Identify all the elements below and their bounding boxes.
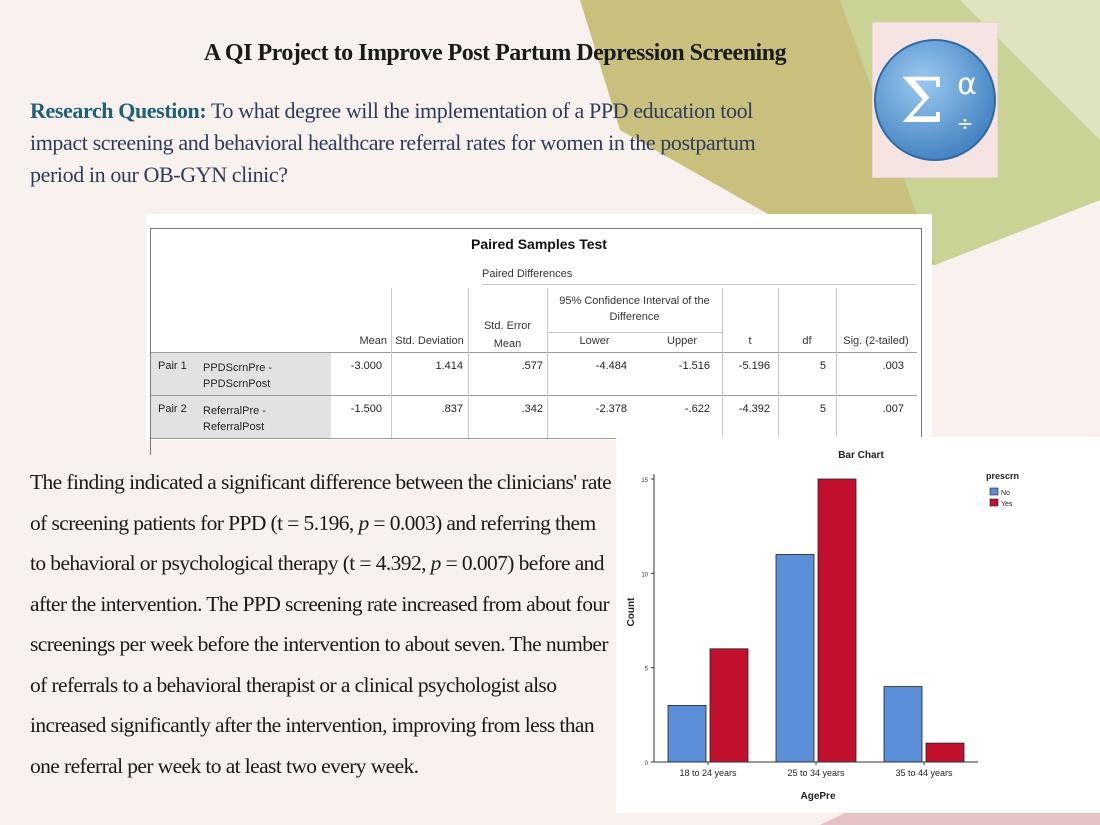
y-tick-label: 10 — [641, 572, 648, 578]
p-symbol: p — [358, 510, 369, 535]
cell-lower: -2.378 — [595, 403, 627, 415]
bar-yes — [709, 648, 749, 763]
y-tick-label: 5 — [645, 667, 649, 673]
cell-se: .577 — [521, 360, 543, 372]
findings-text-2: = 0.003) and referring them to behaviora… — [30, 510, 596, 576]
divide-symbol: ÷ — [957, 111, 974, 135]
ci-header: 95% Confidence Interval of the — [559, 295, 710, 307]
cell-sd: .837 — [441, 403, 463, 415]
spss-logo: Σ α ÷ — [872, 22, 998, 178]
x-tick-label: 18 to 24 years — [679, 768, 737, 778]
research-question-label: Research Question: — [30, 98, 207, 123]
x-tick-label: 35 to 44 years — [895, 768, 953, 778]
research-question: Research Question: To what degree will t… — [30, 95, 790, 191]
row-pair-label: Pair 2 — [158, 403, 187, 415]
y-tick-label: 15 — [641, 478, 648, 484]
header-std-error-mean: Mean — [493, 338, 522, 350]
header-mean: Mean — [359, 335, 387, 347]
row-pair-label: Pair 1 — [158, 360, 187, 372]
bar-no — [667, 704, 707, 763]
cell-mean: -1.500 — [350, 403, 382, 415]
header-t: t — [748, 335, 752, 347]
legend-swatch-no — [989, 487, 999, 496]
legend-label-no: No — [1001, 490, 1010, 497]
bar-chart: Bar Chart AgePre Count prescrn No Yes 0 5 1… — [626, 450, 1019, 802]
cell-mean: -3.000 — [350, 360, 382, 372]
chart-title: Bar Chart — [838, 450, 884, 461]
research-question-text: To what degree will the implementation o… — [30, 98, 756, 187]
paired-samples-table: Paired Samples Test Paired Differences 9… — [146, 214, 932, 455]
group-header: Paired Differences — [482, 268, 573, 280]
header-upper: Upper — [667, 335, 697, 347]
bar-yes — [817, 478, 857, 763]
y-tick-label: 0 — [645, 761, 649, 767]
slide-title: A QI Project to Improve Post Partum Depr… — [203, 40, 787, 66]
cell-df: 5 — [819, 403, 826, 415]
cell-sd: 1.414 — [435, 360, 463, 372]
bar-chart-panel: Bar Chart AgePre Count prescrn No Yes 0 5 1… — [616, 437, 1100, 813]
header-lower: Lower — [579, 335, 610, 347]
header-std-error: Std. Error — [483, 320, 532, 332]
header-df: df — [802, 335, 812, 347]
cell-t: -4.392 — [738, 403, 770, 415]
findings-paragraph: The finding indicated a significant diff… — [30, 462, 615, 786]
row-var1: ReferralPre - — [203, 405, 266, 417]
alpha-symbol: α — [957, 67, 977, 102]
findings-text-3: = 0.007) before and after the interventi… — [30, 551, 610, 778]
cell-t: -5.196 — [738, 360, 770, 372]
sigma-symbol: Σ — [900, 64, 944, 137]
bar-no — [775, 554, 815, 763]
cell-sig: .007 — [882, 403, 904, 415]
cell-se: .342 — [521, 403, 543, 415]
findings-text-1: The finding indicated a significant diff… — [30, 470, 612, 535]
bar-no — [883, 686, 923, 763]
x-axis-label: AgePre — [800, 791, 835, 802]
cell-upper: -1.516 — [678, 360, 710, 372]
cell-df: 5 — [819, 360, 826, 372]
p-symbol: p — [430, 551, 442, 575]
ci-header-difference: Difference — [609, 311, 660, 323]
row-var2: PPDScrnPost — [203, 378, 271, 390]
row-var1: PPDScrnPre - — [203, 362, 273, 374]
legend-label-yes: Yes — [1001, 501, 1013, 508]
header-std-deviation: Std. Deviation — [395, 335, 464, 347]
table-title: Paired Samples Test — [471, 236, 607, 252]
x-tick-label: 25 to 34 years — [787, 768, 845, 778]
row-var2: ReferralPost — [203, 421, 265, 433]
legend-swatch-yes — [989, 498, 999, 507]
bar-yes — [925, 742, 965, 763]
legend-title: prescrn — [986, 471, 1019, 481]
header-sig: Sig. (2-tailed) — [843, 335, 909, 347]
cell-lower: -4.484 — [595, 360, 627, 372]
y-axis-label: Count — [626, 597, 637, 627]
cell-upper: -.622 — [684, 403, 710, 415]
cell-sig: .003 — [882, 360, 904, 372]
